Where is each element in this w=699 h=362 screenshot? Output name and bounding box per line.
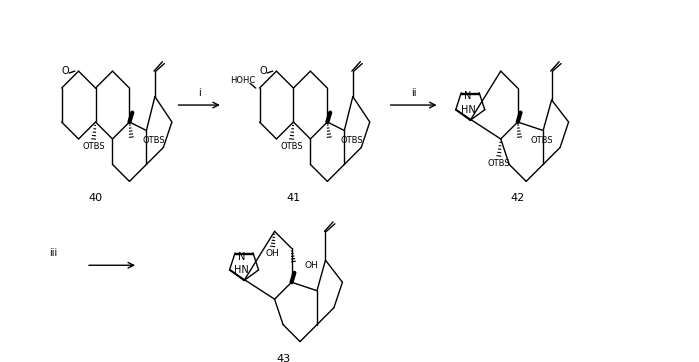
Text: OTBS: OTBS <box>340 136 363 146</box>
Text: i: i <box>198 88 201 97</box>
Text: OTBS: OTBS <box>82 142 105 151</box>
Text: OH: OH <box>305 261 319 270</box>
Text: 40: 40 <box>89 193 103 203</box>
Text: HN: HN <box>461 105 475 115</box>
Text: N: N <box>464 92 472 101</box>
Text: HN: HN <box>234 265 249 275</box>
Text: OTBS: OTBS <box>280 142 303 151</box>
Text: OTBS: OTBS <box>531 136 554 146</box>
Text: ii: ii <box>411 88 417 97</box>
Text: O: O <box>259 66 267 76</box>
Text: OH: OH <box>266 249 280 258</box>
Text: O: O <box>62 66 69 76</box>
Text: HOHC: HOHC <box>230 76 255 85</box>
Text: 41: 41 <box>287 193 301 203</box>
Text: N: N <box>238 252 245 262</box>
Text: 42: 42 <box>510 193 525 203</box>
Text: OTBS: OTBS <box>143 136 165 146</box>
Text: iii: iii <box>49 248 57 258</box>
Text: OTBS: OTBS <box>487 159 510 168</box>
Text: 43: 43 <box>276 354 290 362</box>
